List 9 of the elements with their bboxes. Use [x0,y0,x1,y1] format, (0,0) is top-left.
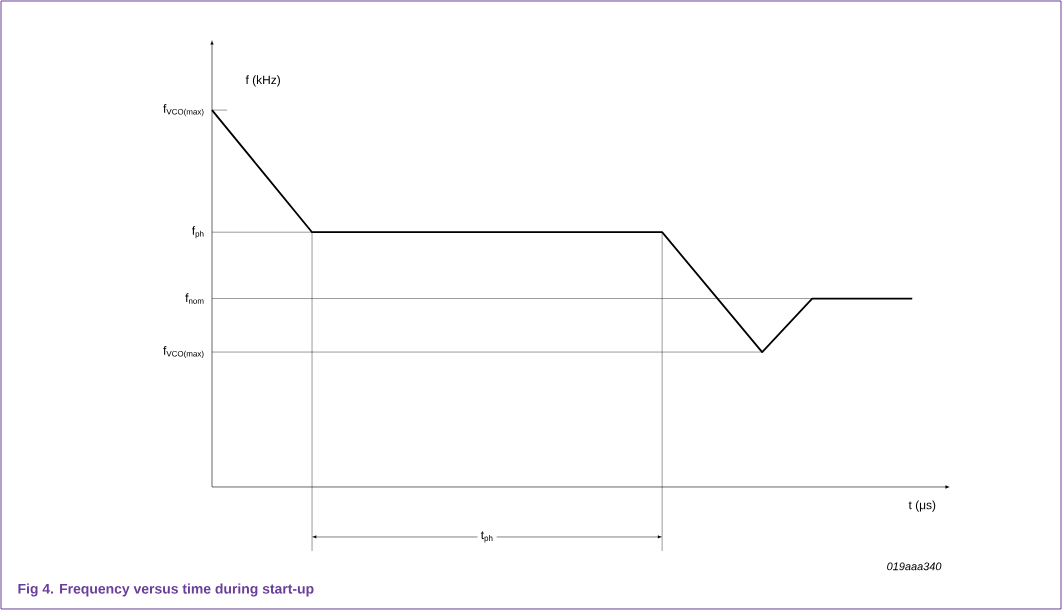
ref-line-label: f$_{VCO(max)}$ [163,104,204,117]
x-axis-title: t (μs) [908,500,936,512]
ref-line-label: f$_{ph}$ [191,226,204,239]
y-axis-title: f (kHz) [245,75,280,87]
ref-line-label: f$_{VCO(max)}$ [163,346,204,359]
text: t$_{ph}$ [480,531,493,543]
text: Fig 4. Frequency versus time during start-up [18,583,314,597]
ref-line-label: f$_{nom}$ [185,293,204,304]
text: 019aaa340 [887,562,942,571]
